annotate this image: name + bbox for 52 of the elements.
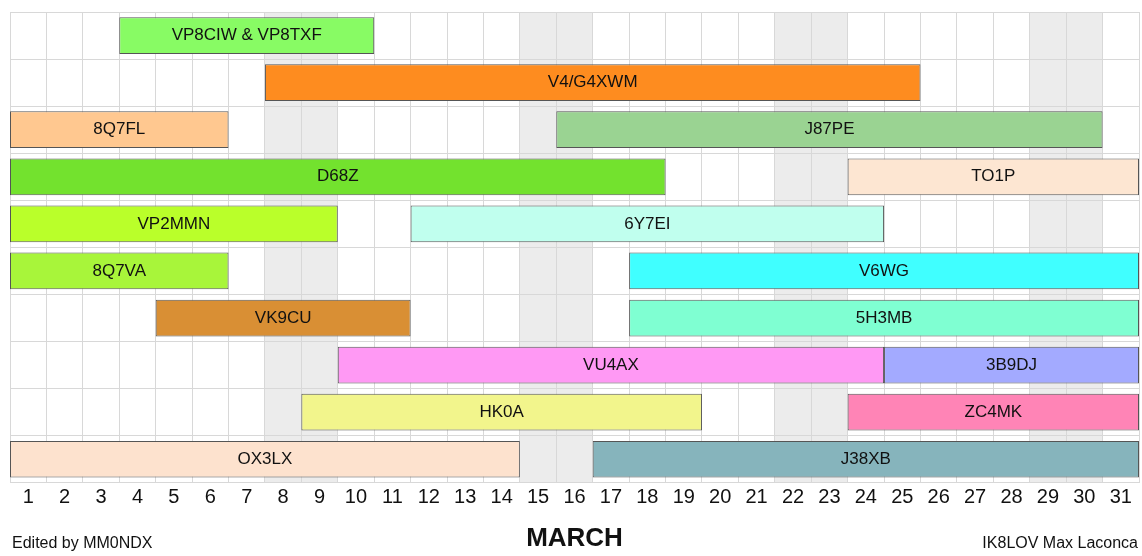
series-label: 3B9DJ [986, 354, 1038, 374]
series-label: 8Q7FL [93, 119, 146, 139]
series-label: 5H3MB [855, 307, 913, 327]
series-label: VK9CU [254, 307, 312, 327]
x-axis-title: MARCH [526, 521, 623, 552]
series-label: VP8CIW & VP8TXF [171, 25, 322, 45]
x-tick-label: 28 [1000, 485, 1023, 508]
series-label: VU4AX [583, 354, 639, 374]
x-tick-label: 31 [1109, 485, 1132, 508]
x-tick-label: 16 [563, 485, 586, 508]
x-tick-label: 24 [854, 485, 877, 508]
x-tick-label: 8 [277, 485, 289, 508]
series-label: VP2MMN [137, 213, 211, 233]
series-label: V6WG [859, 260, 910, 280]
series-label: OX3LX [237, 448, 293, 468]
series-label: 6Y7EI [624, 213, 671, 233]
x-tick-label: 9 [314, 485, 326, 508]
x-tick-label: 15 [526, 485, 550, 508]
x-tick-label: 21 [745, 485, 768, 508]
x-tick-label: 17 [599, 485, 623, 508]
series-label: V4/G4XWM [547, 72, 638, 92]
series-label: J87PE [804, 119, 855, 139]
series-label: TO1P [971, 166, 1016, 186]
series-label: ZC4MK [964, 401, 1023, 421]
x-tick-label: 5 [168, 485, 180, 508]
x-tick-label: 13 [454, 485, 477, 508]
x-tick-label: 20 [709, 485, 732, 508]
x-tick-label: 29 [1036, 485, 1060, 508]
x-tick-label: 12 [417, 485, 440, 508]
x-tick-label: 30 [1073, 485, 1096, 508]
x-tick-label: 23 [818, 485, 841, 508]
series-label: J38XB [840, 448, 891, 468]
x-tick-label: 7 [241, 485, 253, 508]
x-tick-label: 6 [204, 485, 216, 508]
x-tick-label: 11 [382, 485, 403, 508]
text: IK8LOV Max Laconca [982, 534, 1139, 552]
series-label: 8Q7VA [92, 260, 147, 280]
x-tick-label: 4 [131, 485, 144, 508]
series-label: D68Z [316, 166, 359, 186]
x-tick-label: 1 [22, 485, 34, 508]
x-tick-label: 3 [95, 485, 107, 508]
x-tick-label: 26 [927, 485, 950, 508]
series-label: HK0A [479, 401, 525, 421]
x-tick-label: 27 [963, 485, 987, 508]
x-tick-label: 2 [59, 485, 71, 508]
x-tick-label: 18 [636, 485, 659, 508]
x-tick-label: 22 [781, 485, 805, 508]
x-tick-label: 25 [891, 485, 914, 508]
text: Edited by MM0NDX [12, 534, 153, 552]
x-tick-label: 19 [672, 485, 695, 508]
x-tick-label: 14 [490, 485, 513, 508]
x-tick-label: 10 [344, 485, 368, 508]
